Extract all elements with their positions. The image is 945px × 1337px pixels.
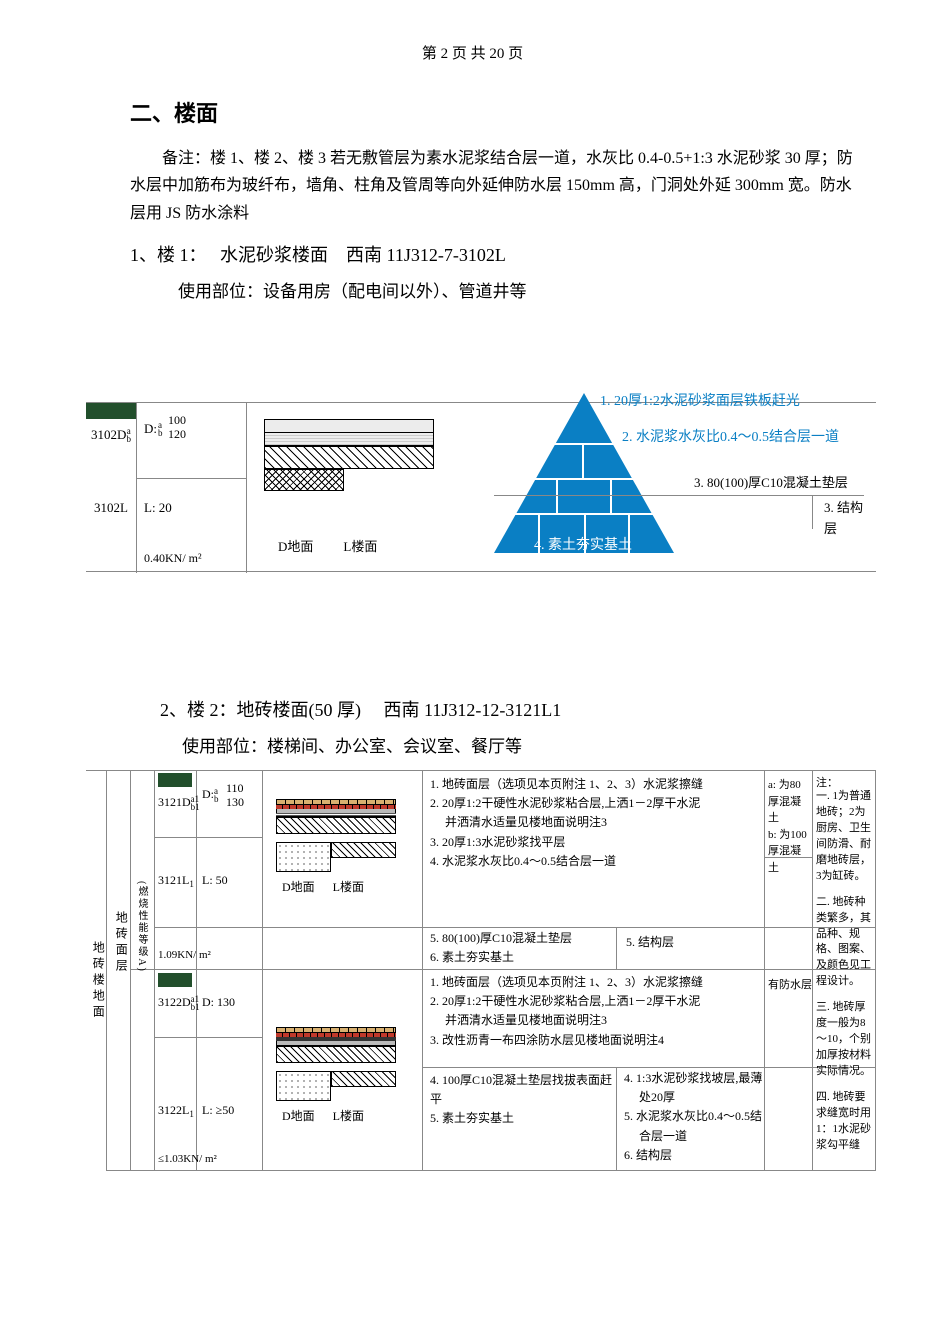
tri-layer-3: 3. 80(100)厚C10混凝土垫层 bbox=[694, 473, 848, 494]
code-3102D: 3102Da b bbox=[86, 425, 136, 446]
ground-label: D地面 bbox=[282, 878, 315, 897]
floor2-location: 使用部位：楼梯间、办公室、会议室、餐厅等 bbox=[182, 733, 850, 760]
layers-list-upper: 1. 地砖面层（选项见本页附注 1、2、3）水泥浆擦缝 2. 20厚1:2干硬性… bbox=[430, 775, 750, 871]
ground-label: D地面 bbox=[278, 537, 313, 558]
layers-list-lower-L: 4. 100厚C10混凝土垫层找拔表面赶平 5. 素土夯实基土 bbox=[430, 1071, 616, 1129]
floor1-title: 1、楼 1： 水泥砂浆楼面 西南 11J312-7-3102L bbox=[130, 241, 855, 270]
D-label-1: D:a b bbox=[202, 785, 219, 804]
tri-layer-2: 2. 水泥浆水灰比0.4～0.5结合层一道 bbox=[622, 427, 839, 449]
code-3121L: 3121L1 bbox=[158, 871, 194, 890]
layers-list-lower-R: 4. 1:3水泥砂浆找坡层,最薄 处20厚 5. 水泥浆水灰比0.4～0.5结 … bbox=[624, 1069, 774, 1165]
green-bar bbox=[158, 773, 192, 787]
ground-label: D地面 bbox=[282, 1107, 315, 1126]
floor2-diagram: 地砖楼地面 地砖面层 (燃烧性能等级A) 3121Da1 b1 3121L1 1… bbox=[86, 770, 876, 1170]
right-waterproof: 有防水层 bbox=[768, 977, 812, 995]
layers-list-upper-2: 5. 80(100)厚C10混凝土垫层 6. 素土夯实基土 bbox=[430, 929, 572, 967]
floor-label: L楼面 bbox=[343, 537, 377, 558]
load-1: 1.09KN/ m² bbox=[158, 947, 211, 965]
L-label-1: L: 50 bbox=[202, 871, 228, 890]
floor2-title: 2、楼 2：地砖楼面(50 厚) 西南 11J312-12-3121L1 bbox=[160, 696, 850, 725]
D-label-2: D: 130 bbox=[202, 993, 235, 1012]
cross-section-1: D地面 L楼面 bbox=[264, 419, 464, 558]
right-notes: 一. 1为普通地砖；2为厨房、卫生间防滑、耐磨地砖层，3为缸砖。 二. 地砖种类… bbox=[816, 789, 876, 1154]
green-bar bbox=[158, 973, 192, 987]
load-value: 0.40KN/ m² bbox=[144, 549, 202, 568]
L-label: L: 20 bbox=[144, 498, 172, 519]
floor-label: L楼面 bbox=[333, 878, 364, 897]
layer-triangle: 1. 20厚1:2水泥砂浆面层铁板赶光 2. 水泥浆水灰比0.4～0.5结合层一… bbox=[494, 383, 864, 583]
side-label-inner: 地砖面层 bbox=[111, 911, 130, 975]
D-values: 100 120 bbox=[168, 413, 186, 442]
code-3102L: 3102L bbox=[86, 498, 136, 519]
layers-list-lower: 1. 地砖面层（选项见本页附注 1、2、3）水泥浆擦缝 2. 20厚1:2干硬性… bbox=[430, 973, 750, 1050]
load-2: ≤1.03KN/ m² bbox=[158, 1151, 217, 1169]
code-3122L: 3122L1 bbox=[158, 1101, 194, 1120]
floor1-location: 使用部位：设备用房（配电间以外）、管道井等 bbox=[178, 278, 855, 305]
side-label-outer: 地砖楼地面 bbox=[88, 941, 107, 1021]
floor1-diagram: 3102Da b 3102L D:a b 100 120 L: 20 0.40K… bbox=[86, 402, 876, 572]
note-paragraph: 备注：楼 1、楼 2、楼 3 若无敷管层为素水泥浆结合层一道，水灰比 0.4-0… bbox=[130, 145, 855, 227]
code-3121D: 3121Da1 b1 bbox=[158, 793, 200, 812]
page-number: 第 2 页 共 20 页 bbox=[0, 0, 945, 66]
tri-layer-4: 4. 素土夯实基土 bbox=[534, 535, 632, 557]
layer-5-right: 5. 结构层 bbox=[626, 933, 674, 952]
L-label-2: L: ≥50 bbox=[202, 1101, 234, 1120]
D-vals-1: 110 130 bbox=[226, 781, 244, 810]
cross-section-upper: D地面 L楼面 bbox=[276, 799, 396, 897]
D-label: D:a b bbox=[144, 419, 163, 440]
floor-label: L楼面 bbox=[333, 1107, 364, 1126]
section-heading: 二、楼面 bbox=[130, 96, 855, 131]
tri-layer-1: 1. 20厚1:2水泥砂浆面层铁板赶光 bbox=[600, 391, 800, 413]
green-bar bbox=[86, 403, 136, 419]
tri-layer-3b: 3. 结构层 bbox=[824, 498, 864, 540]
main-content: 二、楼面 备注：楼 1、楼 2、楼 3 若无敷管层为素水泥浆结合层一道，水灰比 … bbox=[0, 66, 945, 305]
cross-section-lower: D地面 L楼面 bbox=[276, 1027, 396, 1126]
right-ab-note: a: 为80 厚混凝土 b: 为100 厚混凝土 bbox=[768, 777, 810, 876]
side-label-grade: (燃烧性能等级A) bbox=[133, 881, 149, 973]
code-3122D: 3122Da1 b1 bbox=[158, 993, 200, 1012]
